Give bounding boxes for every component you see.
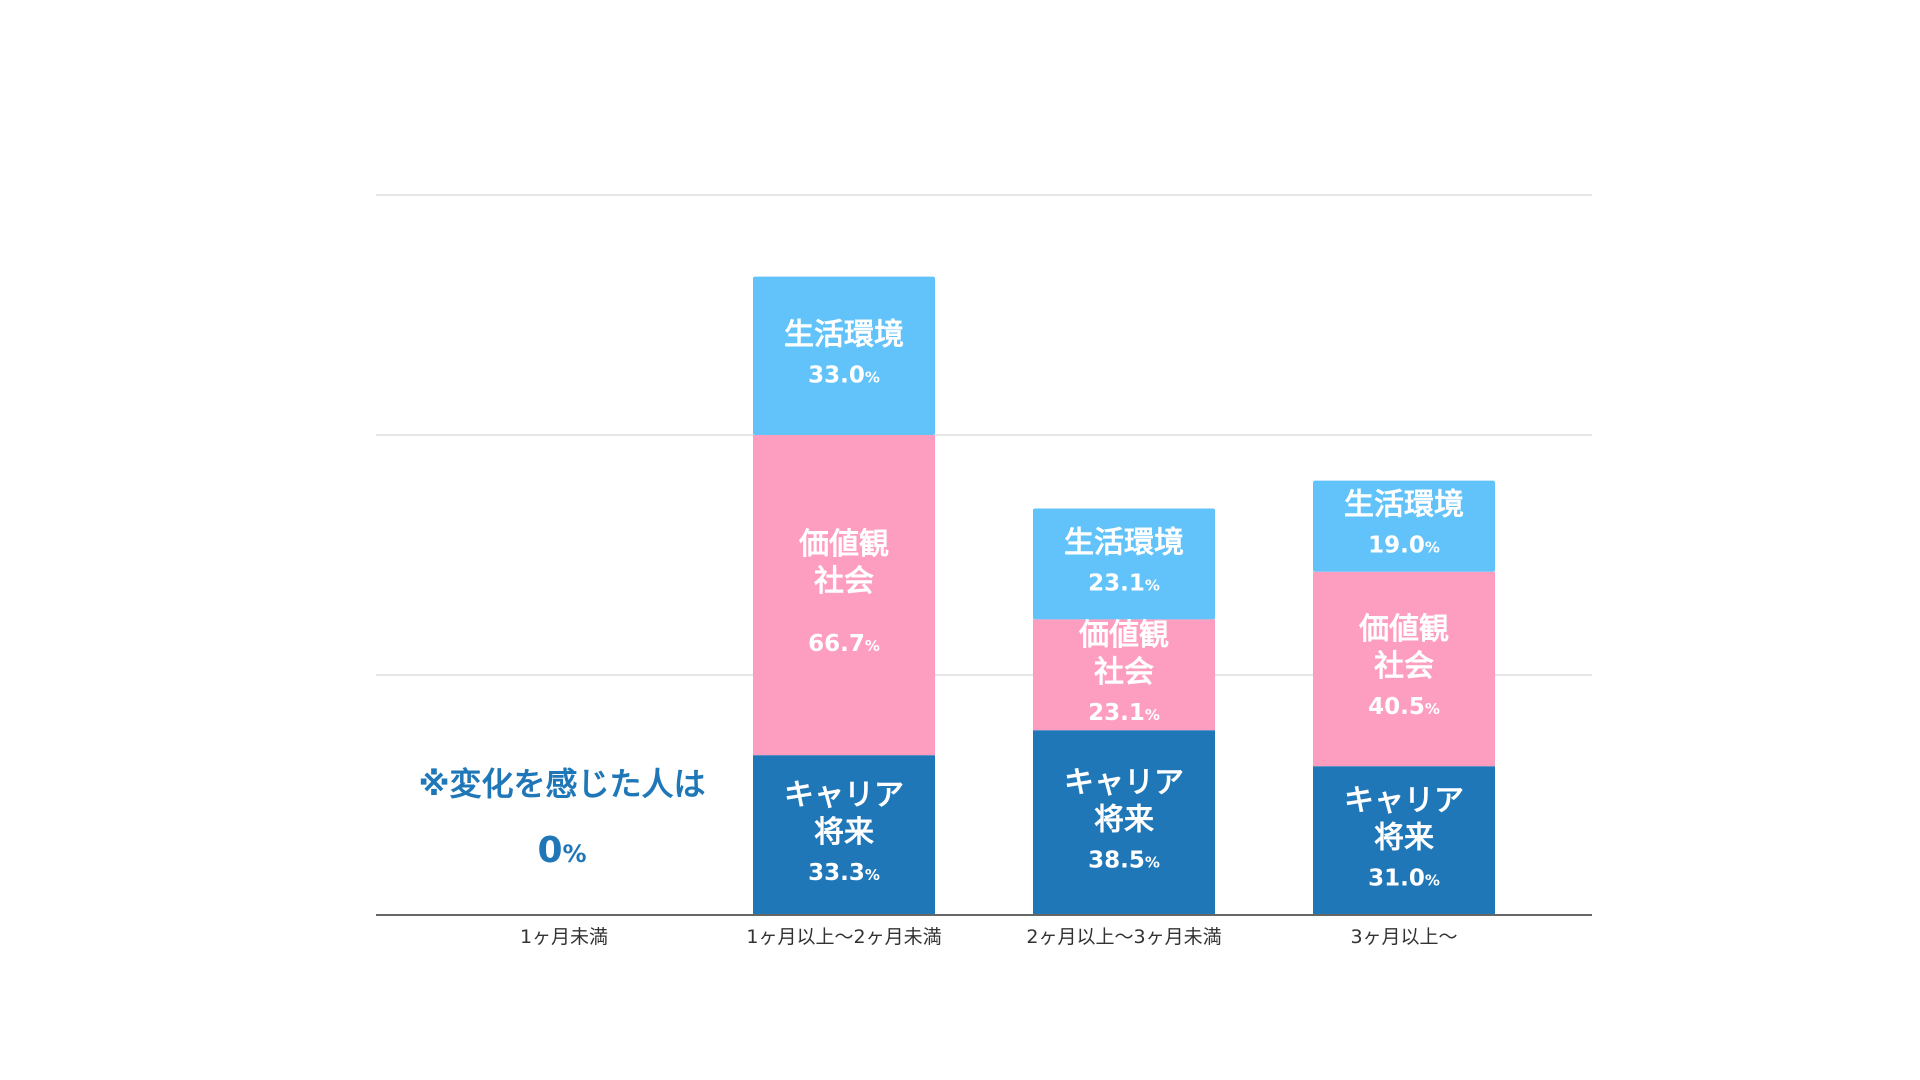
x-tick-label: 3ヶ月以上〜 xyxy=(1350,926,1457,948)
segment-series-label: 社会 xyxy=(1374,649,1434,684)
segment-series-label: 社会 xyxy=(1094,655,1154,690)
bar-segment xyxy=(1313,571,1495,767)
bar-segment xyxy=(1033,730,1215,915)
segment-series-label: 将来 xyxy=(1374,821,1434,856)
segment-value-label: 40.5% xyxy=(1368,694,1440,720)
segment-series-label: 生活環境 xyxy=(1064,525,1184,560)
segment-series-label: キャリア xyxy=(784,778,904,813)
bar-segment xyxy=(1313,766,1495,915)
segment-value-label: 23.1% xyxy=(1088,700,1160,726)
segment-series-label: 将来 xyxy=(814,815,874,850)
segment-value-label: 23.1% xyxy=(1088,570,1160,596)
segment-series-label: 生活環境 xyxy=(1344,488,1464,523)
x-tick-label: 2ヶ月以上〜3ヶ月未満 xyxy=(1026,926,1221,948)
x-tick-label: 1ヶ月以上〜2ヶ月未満 xyxy=(746,926,941,948)
segment-series-label: 社会 xyxy=(814,564,874,599)
bar-segment xyxy=(753,435,935,756)
segment-value-label: 38.5% xyxy=(1088,848,1160,874)
bars xyxy=(753,276,1495,915)
segment-series-label: 将来 xyxy=(1094,803,1154,838)
segment-series-label: 価値観 xyxy=(798,527,889,562)
bar-segment xyxy=(1313,480,1495,572)
bar-segment xyxy=(753,755,935,915)
segment-value-label: 33.0% xyxy=(808,362,880,388)
x-axis: 1ヶ月未満 1ヶ月以上〜2ヶ月未満 2ヶ月以上〜3ヶ月未満 3ヶ月以上〜 xyxy=(376,914,1592,948)
x-tick-label: 1ヶ月未満 xyxy=(520,926,608,948)
bar-segment xyxy=(1033,619,1215,731)
segment-value-label: 66.7% xyxy=(808,631,880,657)
segment-series-label: 生活環境 xyxy=(784,317,904,352)
segment-series-label: 価値観 xyxy=(1358,612,1449,647)
segment-series-label: 価値観 xyxy=(1078,618,1169,653)
zero-note-text: ※変化を感じた人は xyxy=(418,765,705,803)
segment-value-label: 33.3% xyxy=(808,860,880,886)
zero-note-value: 0% xyxy=(537,830,586,871)
segment-value-label: 19.0% xyxy=(1368,533,1440,559)
bar-segment xyxy=(1033,508,1215,620)
segment-value-label: 31.0% xyxy=(1368,866,1440,892)
segment-series-label: キャリア xyxy=(1064,766,1184,801)
segment-labels: キャリア将来33.3%価値観社会66.7%生活環境33.0%キャリア将来38.5… xyxy=(784,317,1464,891)
zero-note: ※変化を感じた人は 0% xyxy=(418,765,705,871)
segment-series-label: キャリア xyxy=(1344,784,1464,819)
bar-segment xyxy=(753,276,935,435)
